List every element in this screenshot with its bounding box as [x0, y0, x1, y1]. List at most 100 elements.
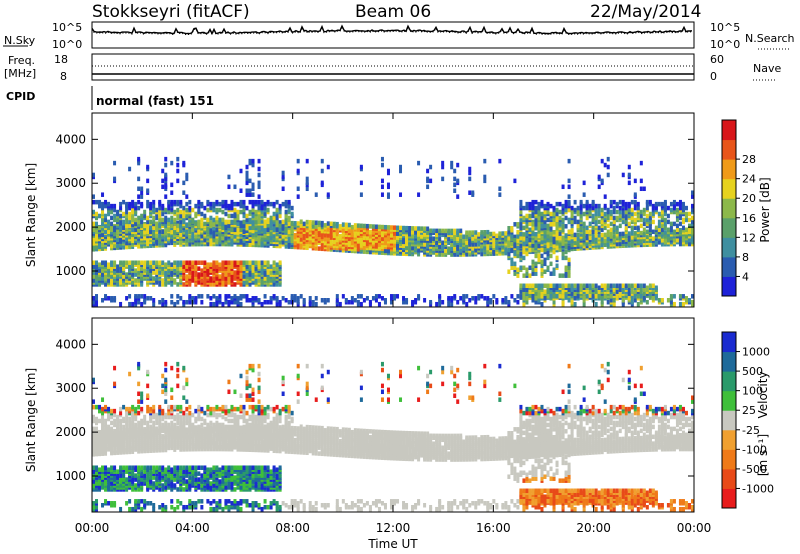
power-cell	[474, 242, 478, 247]
power-cell	[296, 227, 300, 232]
power-cell	[627, 180, 631, 186]
power-cell	[128, 215, 132, 221]
power-cell	[552, 283, 556, 289]
power-cell	[164, 299, 168, 305]
power-cell	[663, 230, 667, 235]
power-cell	[678, 215, 682, 221]
noise-sky-series	[91, 24, 693, 36]
power-cell	[380, 230, 384, 236]
power-cell	[627, 289, 631, 294]
power-cell	[137, 222, 141, 227]
power-cell	[173, 217, 177, 223]
power-cell	[651, 296, 655, 301]
power-cell	[245, 294, 249, 299]
power-cell	[161, 229, 165, 235]
power-cell	[266, 199, 270, 205]
power-cell	[263, 227, 267, 233]
power-cell	[525, 271, 529, 276]
velocity-cell	[107, 483, 111, 488]
power-cell	[188, 294, 192, 299]
power-cell	[92, 209, 95, 215]
power-cell	[477, 232, 481, 237]
power-cell	[420, 226, 424, 231]
power-cell	[200, 217, 204, 223]
power-cell	[164, 172, 168, 178]
power-cell	[603, 225, 607, 231]
power-cell	[161, 203, 165, 209]
power-cell	[546, 223, 550, 229]
power-cell	[140, 190, 144, 195]
power-cell	[519, 217, 523, 223]
power-cell	[561, 203, 565, 209]
power-cell	[507, 251, 511, 257]
power-cell	[594, 294, 598, 299]
power-cell	[615, 201, 619, 207]
power-cell	[221, 209, 225, 215]
power-cell	[600, 227, 604, 233]
power-cell	[242, 199, 246, 205]
power-cell	[176, 223, 180, 229]
power-cell	[137, 219, 141, 225]
power-cell	[669, 294, 673, 299]
power-cell	[251, 213, 255, 219]
power-cell	[525, 205, 529, 211]
power-cell	[558, 201, 562, 207]
power-cell	[495, 233, 499, 239]
power-cell	[176, 282, 180, 287]
power-cell	[149, 225, 153, 231]
power-cell	[176, 178, 180, 184]
power-cell	[534, 205, 538, 211]
power-cell	[122, 266, 126, 271]
power-cell	[380, 156, 384, 162]
power-cell	[98, 262, 102, 267]
power-cell	[510, 233, 514, 239]
power-cell	[525, 251, 529, 257]
power-cell	[564, 207, 568, 213]
power-cell	[230, 260, 234, 265]
power-colorbar-segment	[722, 217, 736, 238]
power-cell	[450, 164, 454, 170]
power-cell	[591, 283, 595, 289]
velocity-cell	[95, 404, 99, 410]
power-cell	[546, 229, 550, 235]
power-cell	[131, 260, 135, 265]
power-cell	[314, 296, 318, 301]
power-cell	[600, 232, 604, 238]
power-cell	[134, 260, 138, 265]
power-cell	[296, 168, 300, 174]
power-cell	[585, 229, 589, 235]
power-cell	[239, 272, 243, 277]
power-cell	[305, 158, 309, 164]
power-cell	[435, 301, 439, 307]
power-cell	[152, 276, 156, 281]
velocity-cell	[104, 434, 108, 440]
power-cell	[597, 289, 601, 294]
power-cell	[194, 266, 198, 271]
power-cell	[543, 289, 547, 294]
power-cell	[191, 232, 195, 237]
power-cell	[690, 194, 694, 199]
power-cell	[396, 294, 400, 299]
power-cell	[477, 294, 481, 299]
power-cell	[492, 294, 496, 299]
power-cell	[365, 296, 369, 301]
power-cell	[645, 205, 649, 211]
velocity-cell	[101, 465, 105, 470]
power-cell	[146, 270, 150, 275]
power-cell	[564, 255, 568, 261]
power-cell	[522, 241, 526, 247]
power-cell	[552, 294, 556, 299]
power-cell	[182, 160, 186, 166]
power-cell	[498, 231, 502, 236]
power-cell	[314, 224, 318, 229]
power-cell	[585, 199, 589, 205]
power-cell	[636, 205, 640, 211]
power-cell	[179, 213, 183, 219]
power-cell	[627, 172, 631, 178]
power-cell	[146, 225, 150, 231]
power-cell	[239, 238, 243, 243]
power-cell	[648, 227, 652, 233]
power-cell	[504, 299, 508, 305]
power-cell	[534, 231, 538, 237]
velocity-cell	[92, 414, 95, 420]
